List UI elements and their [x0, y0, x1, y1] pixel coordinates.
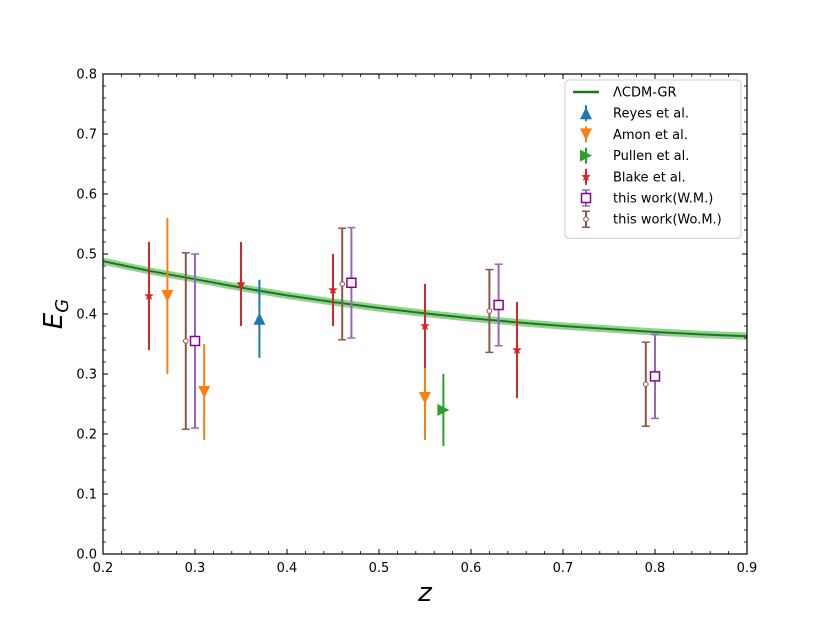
y-axis-label-main: E: [39, 312, 69, 329]
legend-marker-amon-et-al: [580, 128, 592, 141]
model-band-layer: [103, 257, 747, 340]
point-amon-et-al-0: [161, 218, 174, 374]
y-axis-label: EG: [39, 299, 73, 329]
legend-marker-this-work-wo-m: [583, 216, 589, 222]
legend-marker-this-work-w-m: [580, 192, 592, 204]
marker-this-work-wo-m-0: [183, 338, 189, 344]
legend-marker-pullen-et-al: [580, 149, 592, 162]
legend-marker-blake-et-al: [581, 171, 591, 181]
y-tick-label-5: 0.5: [76, 248, 97, 263]
point-pullen-et-al-0: [437, 374, 450, 446]
y-tick-label-6: 0.6: [76, 188, 97, 203]
legend-label-this-work-wo-m: this work(Wo.M.): [613, 213, 722, 228]
point-this-work-w-m-0: [189, 253, 201, 429]
marker-blake-et-al-2: [328, 285, 338, 295]
legend-label-reyes-et-al: Reyes et al.: [613, 107, 689, 122]
point-blake-et-al-4: [512, 302, 522, 398]
y-tick-label-7: 0.7: [76, 128, 97, 143]
x-tick-label-4: 0.6: [461, 561, 482, 576]
legend-box: [564, 79, 742, 239]
point-amon-et-al-1: [198, 344, 211, 440]
y-tick-label-8: 0.8: [76, 68, 97, 83]
marker-reyes-et-al-0: [253, 312, 266, 325]
point-this-work-w-m-1: [346, 226, 357, 339]
x-tick-label-6: 0.8: [645, 561, 666, 576]
x-tick-label-2: 0.4: [277, 561, 298, 576]
point-this-work-wo-m-1: [338, 227, 347, 341]
point-this-work-w-m-2: [493, 263, 504, 347]
point-amon-et-al-2: [419, 356, 431, 440]
y-tick-label-2: 0.2: [76, 428, 97, 443]
legend-label-amon-et-al: Amon et al.: [613, 128, 688, 143]
axes-layer: 0.2 0.3 0.4 0.5 0.6 0.7 0.8 0.9 0.0 0.1 0.2 0.3 0.4 0…: [76, 68, 757, 577]
marker-blake-et-al-0: [144, 291, 154, 301]
legend-label-pullen-et-al: Pullen et al.: [613, 149, 689, 164]
point-reyes-et-al-0: [253, 279, 266, 358]
y-tick-label-4: 0.4: [76, 308, 97, 323]
model-band: [103, 257, 747, 340]
marker-amon-et-al-1: [198, 386, 211, 398]
marker-blake-et-al-1: [236, 279, 246, 289]
legend-marker-reyes-et-al: [580, 107, 592, 120]
marker-blake-et-al-4: [512, 345, 522, 355]
legend-label-blake-et-al: Blake et al.: [613, 170, 686, 185]
x-axis-label: z: [417, 578, 433, 608]
point-this-work-wo-m-3: [641, 341, 650, 427]
point-blake-et-al-3: [420, 284, 430, 368]
point-blake-et-al-0: [144, 242, 154, 350]
marker-this-work-wo-m-2: [486, 308, 493, 314]
marker-this-work-wo-m-3: [643, 381, 649, 388]
marker-pullen-et-al-0: [437, 404, 450, 416]
data-points-layer: [144, 218, 661, 446]
y-axis-label-sub: G: [52, 299, 73, 313]
legend-label-this-work-w-m: this work(W.M.): [613, 192, 713, 207]
marker-this-work-wo-m-1: [339, 281, 346, 287]
y-tick-label-0: 0.0: [76, 548, 97, 563]
y-tick-label-1: 0.1: [76, 488, 97, 503]
marker-amon-et-al-2: [419, 392, 431, 404]
x-tick-label-5: 0.7: [553, 561, 574, 576]
marker-blake-et-al-3: [420, 321, 430, 331]
marker-this-work-w-m-1: [346, 277, 357, 289]
point-blake-et-al-1: [236, 242, 246, 326]
x-tick-label-3: 0.5: [369, 561, 390, 576]
point-this-work-wo-m-0: [181, 252, 190, 430]
point-blake-et-al-2: [328, 254, 338, 326]
point-this-work-w-m-3: [649, 333, 661, 420]
x-tick-label-0: 0.2: [93, 561, 114, 576]
marker-this-work-w-m-0: [189, 335, 201, 347]
marker-this-work-w-m-2: [493, 299, 504, 311]
legend-label-cdm-gr: ΛCDM-GR: [613, 86, 676, 101]
x-tick-label-7: 0.9: [737, 561, 758, 576]
marker-amon-et-al-0: [161, 290, 174, 302]
x-tick-label-1: 0.3: [185, 561, 206, 576]
y-tick-label-3: 0.3: [76, 368, 97, 383]
legend: ΛCDM-GR Reyes et al. Amon et al. Pullen et …: [564, 79, 742, 239]
marker-this-work-w-m-3: [649, 371, 661, 382]
point-this-work-wo-m-2: [485, 268, 494, 354]
